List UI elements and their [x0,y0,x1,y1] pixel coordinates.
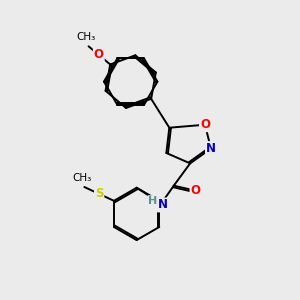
Text: S: S [95,188,103,200]
Text: O: O [190,184,200,196]
Text: O: O [200,118,210,131]
Text: CH₃: CH₃ [76,32,95,42]
Text: N: N [206,142,216,155]
Text: N: N [158,199,168,212]
Text: H: H [148,196,158,206]
Text: CH₃: CH₃ [72,173,92,183]
Text: O: O [94,48,104,62]
